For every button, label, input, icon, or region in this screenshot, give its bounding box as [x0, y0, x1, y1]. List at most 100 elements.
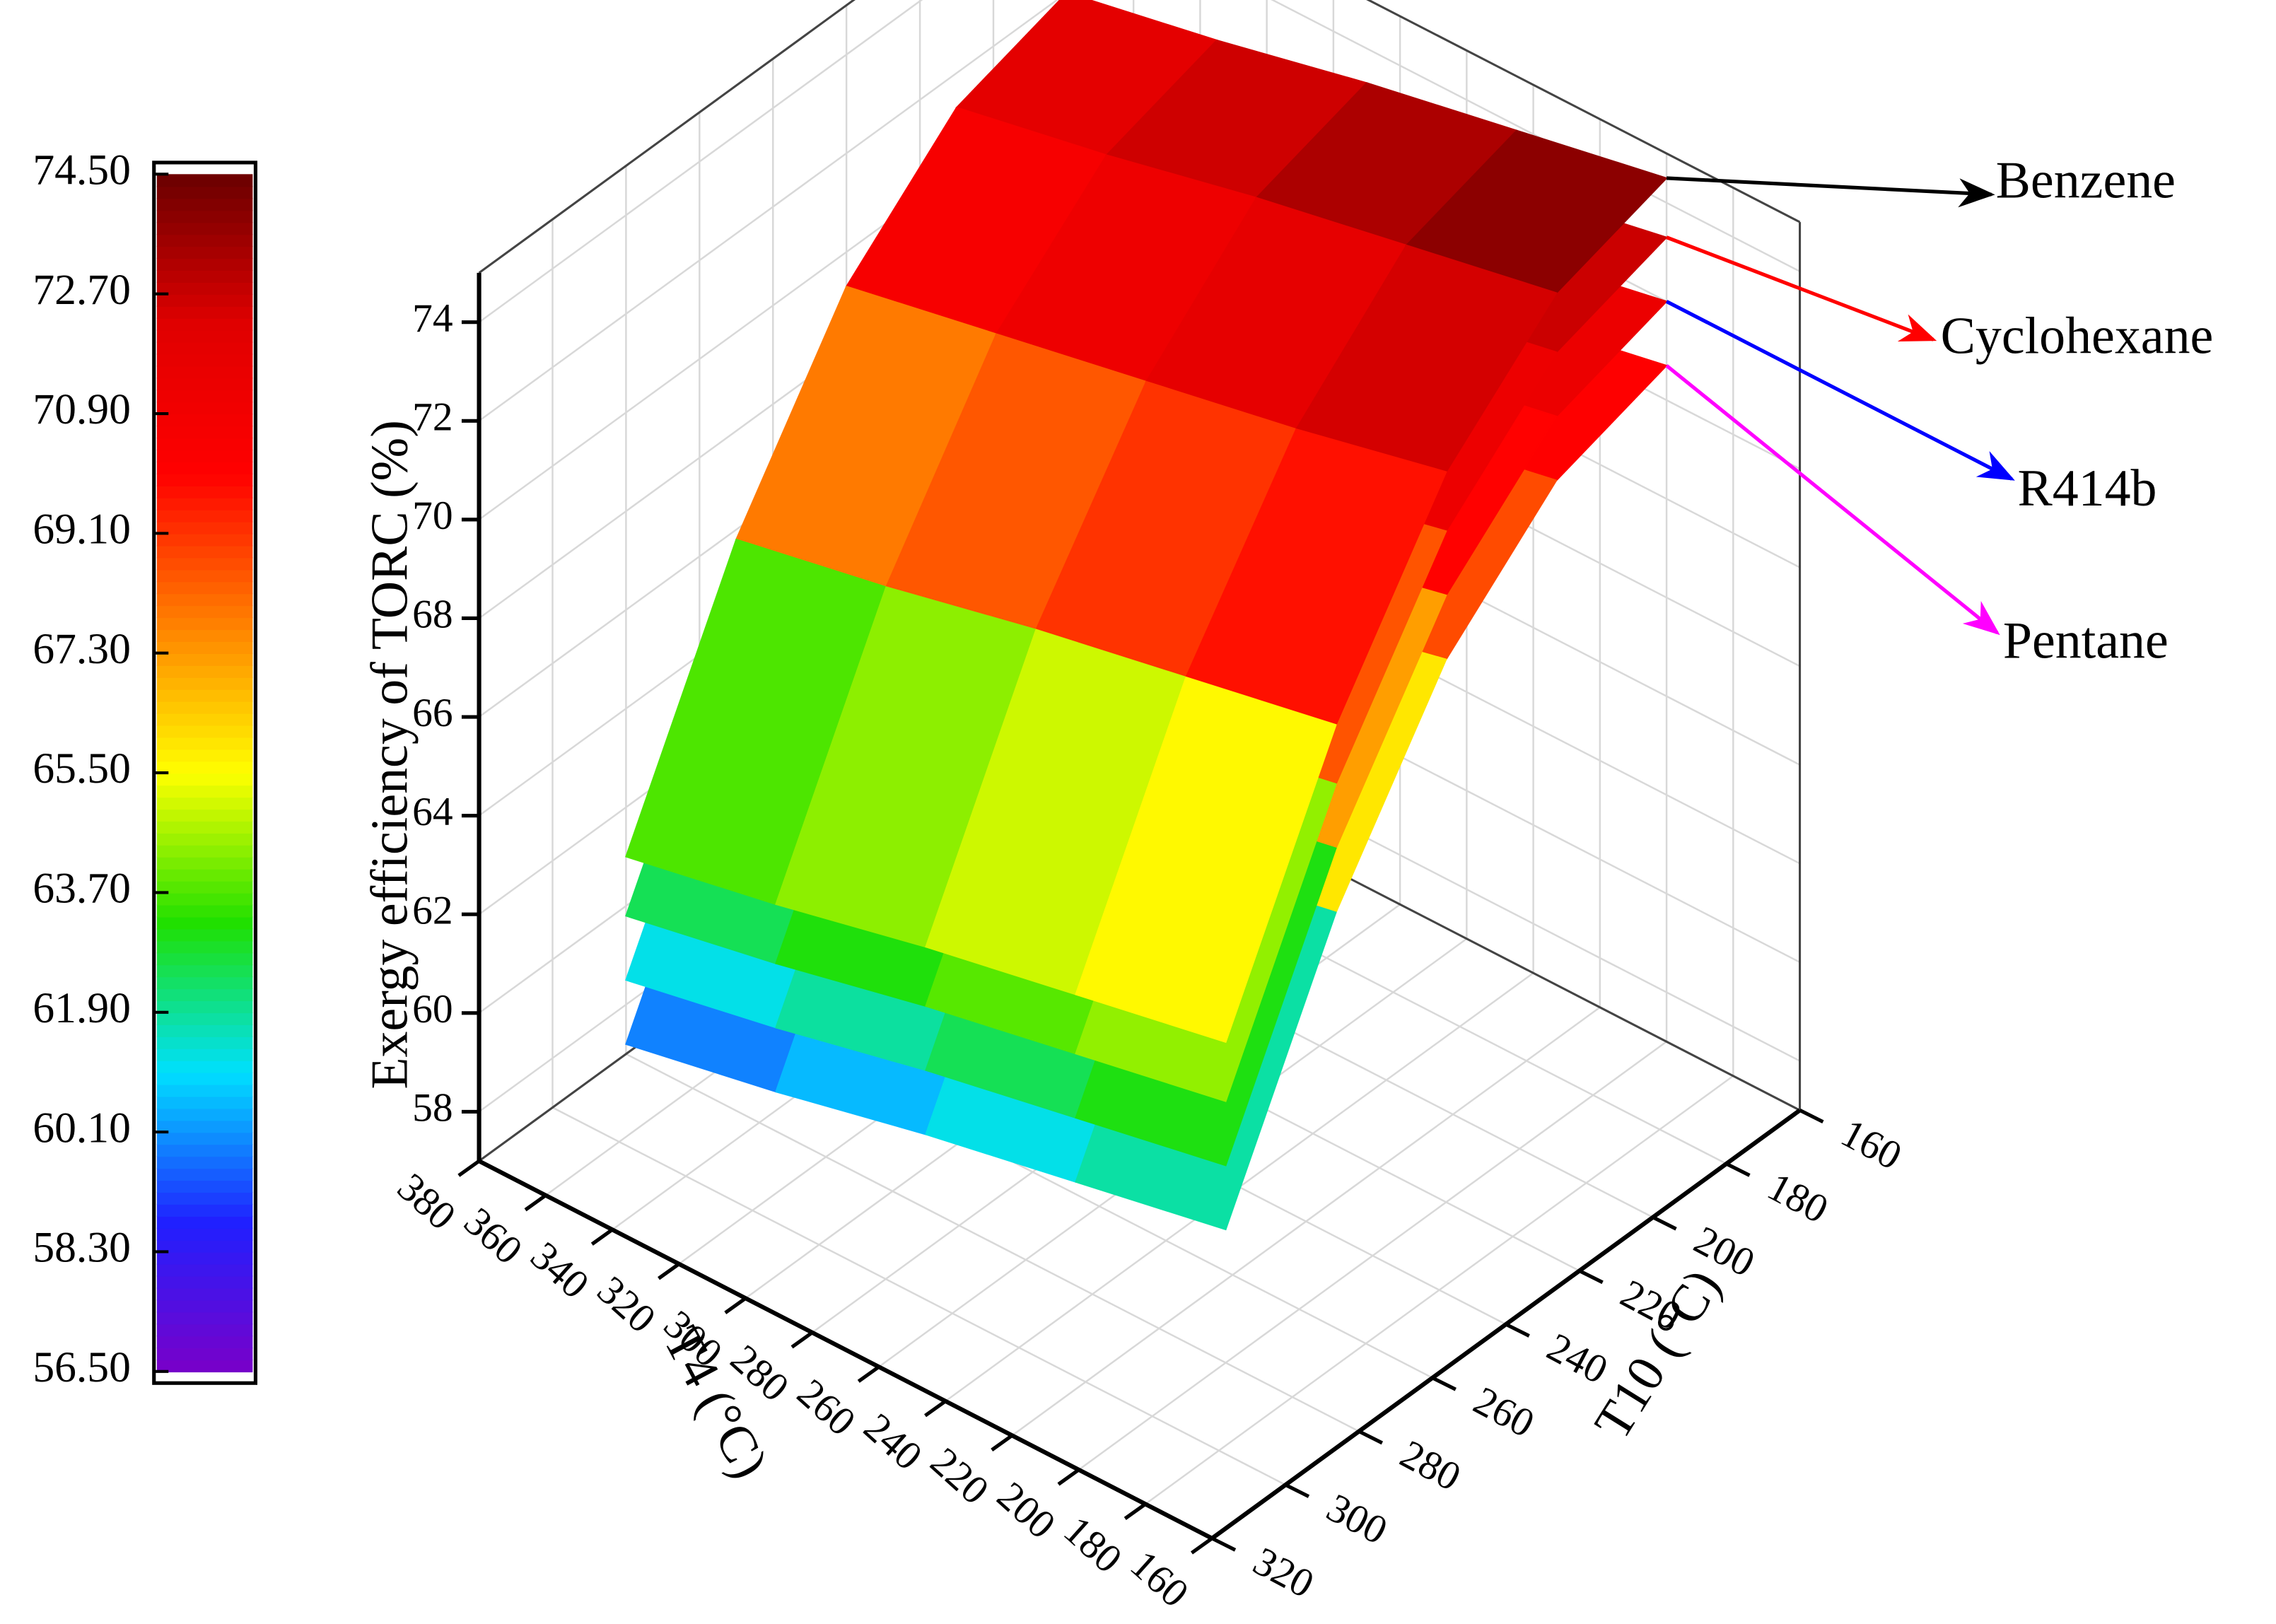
wall-grid-line	[1271, 0, 1801, 272]
series-label: Benzene	[1996, 151, 2176, 209]
colorbar-swatch	[156, 1108, 253, 1121]
colorbar-swatch	[156, 1275, 253, 1289]
x-tick	[658, 1262, 680, 1280]
colorbar-swatch	[156, 677, 253, 690]
colorbar-swatch	[156, 210, 253, 223]
z-tick-label: 68	[412, 592, 453, 637]
colorbar-swatch	[156, 1048, 253, 1061]
x-tick-label: 180	[1055, 1508, 1130, 1582]
colorbar-swatch	[156, 1096, 253, 1109]
colorbar-swatch	[156, 1191, 253, 1205]
x-tick-label: 320	[589, 1268, 664, 1341]
series-label: Pentane	[2003, 611, 2169, 669]
colorbar-swatch	[156, 1263, 253, 1277]
colorbar-swatch	[156, 1324, 253, 1337]
colorbar-swatch	[156, 713, 253, 726]
y-tick	[1358, 1430, 1384, 1445]
colorbar-swatch	[156, 689, 253, 702]
y-tick-label: 180	[1761, 1164, 1836, 1232]
colorbar-swatch	[156, 1203, 253, 1217]
colorbar-swatch	[156, 341, 253, 355]
colorbar-swatch	[156, 904, 253, 918]
colorbar-swatch	[156, 916, 253, 930]
x-tick	[991, 1434, 1013, 1451]
colorbar-swatch	[156, 257, 253, 271]
colorbar-swatch	[156, 509, 253, 522]
box-edge	[478, 0, 856, 274]
colorbar-swatch	[156, 366, 253, 379]
colorbar-tick-label: 60.10	[33, 1104, 131, 1152]
x-axis	[478, 1159, 1213, 1541]
y-tick	[1211, 1536, 1237, 1552]
colorbar-swatch	[156, 1227, 253, 1241]
colorbar-swatch	[156, 174, 253, 187]
y-tick	[1505, 1322, 1530, 1338]
colorbar-tick-label: 56.50	[33, 1343, 131, 1391]
x-tick	[1124, 1502, 1147, 1520]
colorbar-swatch	[156, 964, 253, 978]
colorbar-swatch	[156, 473, 253, 486]
colorbar-swatch	[156, 808, 253, 822]
z-tick-label: 66	[412, 691, 453, 735]
colorbar-swatch	[156, 1132, 253, 1145]
colorbar-swatch	[156, 497, 253, 510]
z-tick-label: 60	[412, 987, 453, 1032]
colorbar-swatch	[156, 892, 253, 906]
colorbar-swatch	[156, 868, 253, 882]
surface-patch	[1075, 676, 1337, 1044]
colorbar-swatch	[156, 665, 253, 678]
x-tick	[1190, 1536, 1213, 1555]
x-tick-label: 260	[788, 1371, 863, 1444]
colorbar-swatch	[156, 629, 253, 643]
colorbar-swatch	[156, 245, 253, 259]
colorbar-swatch	[156, 761, 253, 774]
y-tick-label: 260	[1466, 1378, 1541, 1446]
y-tick	[1284, 1483, 1310, 1498]
floor-grid-line	[625, 1053, 1360, 1432]
colorbar-swatch	[156, 976, 253, 990]
colorbar-swatch	[156, 317, 253, 331]
colorbar-tick-label: 61.90	[33, 984, 131, 1032]
colorbar-tick-label: 69.10	[33, 506, 131, 554]
x-tick-label: 160	[1122, 1542, 1197, 1616]
y-tick	[1431, 1376, 1457, 1391]
colorbar-swatch	[156, 485, 253, 498]
colorbar-swatch	[156, 820, 253, 834]
x-tick	[590, 1228, 614, 1246]
z-axis-title: Exergy efficiency of TORC (%)	[360, 420, 418, 1089]
colorbar-swatch	[156, 1287, 253, 1301]
colorbar-swatch	[156, 293, 253, 307]
colorbar-tick-label: 58.30	[33, 1224, 131, 1272]
z-tick-label: 74	[412, 296, 453, 341]
colorbar-swatch	[156, 1060, 253, 1073]
x-tick	[790, 1331, 814, 1349]
colorbar-swatch	[156, 1239, 253, 1253]
y-tick-label: 160	[1834, 1111, 1909, 1179]
colorbar-swatch	[156, 617, 253, 631]
colorbar-swatch	[156, 329, 253, 343]
colorbar-tick-label: 65.50	[33, 744, 131, 793]
x-tick-label: 360	[455, 1199, 530, 1273]
colorbar-swatch	[156, 593, 253, 607]
colorbar-swatch	[156, 844, 253, 858]
x-tick	[924, 1399, 947, 1418]
colorbar-swatch	[156, 545, 253, 559]
colorbar-swatch	[156, 785, 253, 798]
colorbar-swatch	[156, 737, 253, 750]
colorbar-swatch	[156, 234, 253, 247]
colorbar-swatch	[156, 402, 253, 415]
y-tick	[1652, 1215, 1677, 1231]
y-tick-label: 320	[1246, 1539, 1321, 1607]
colorbar-swatch	[156, 222, 253, 235]
colorbar-swatch	[156, 557, 253, 571]
colorbar-swatch	[156, 1179, 253, 1193]
z-tick-label: 64	[412, 790, 453, 834]
colorbar-swatch	[156, 461, 253, 474]
colorbar-swatch	[156, 1155, 253, 1169]
colorbar-swatch	[156, 390, 253, 403]
colorbar-swatch	[156, 449, 253, 462]
x-tick-label: 200	[988, 1473, 1063, 1547]
colorbar-swatch	[156, 725, 253, 738]
series-arrow	[1666, 235, 1937, 341]
colorbar-swatch	[156, 604, 253, 619]
